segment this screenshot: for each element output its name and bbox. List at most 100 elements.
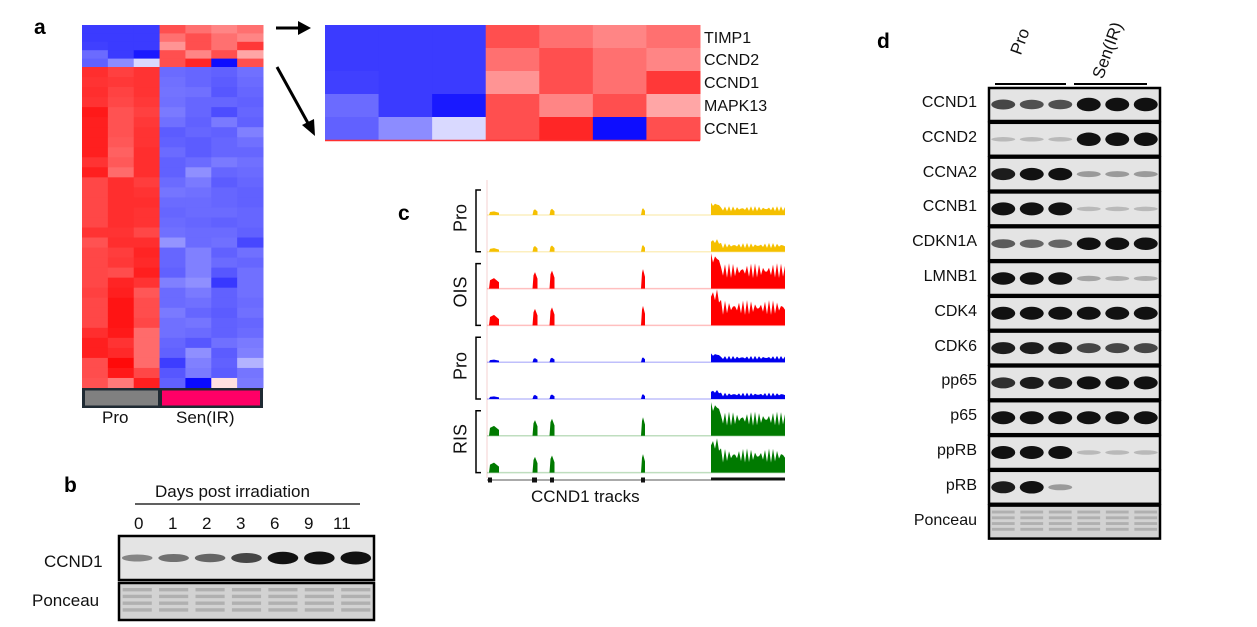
- heatmap-cell: [159, 33, 186, 43]
- heatmap-cell: [107, 317, 135, 329]
- annotation-sen: [162, 390, 260, 406]
- heatmap-cell: [107, 67, 135, 78]
- ponceau-band: [231, 601, 262, 605]
- heatmap-cell: [107, 117, 135, 128]
- blot-band: [991, 168, 1016, 181]
- heatmap-cell: [133, 97, 161, 108]
- heatmap-cell: [211, 58, 238, 68]
- ponceau-band: [341, 601, 371, 605]
- heatmap-cell: [133, 41, 161, 51]
- blot-band: [340, 551, 372, 565]
- heatmap-cell: [159, 337, 186, 349]
- ponceau-band: [122, 588, 152, 592]
- heatmap-cell: [211, 267, 238, 279]
- ponceau-band: [195, 601, 225, 605]
- heatmap-cell: [107, 207, 135, 218]
- ponceau-band: [1077, 522, 1101, 525]
- blot-label: CCNB1: [922, 198, 977, 216]
- heatmap-cell: [185, 58, 212, 68]
- blot-label: CDK4: [934, 302, 977, 320]
- heatmap-cell: [159, 187, 186, 198]
- heatmap-cell: [211, 50, 238, 60]
- heatmap-cell: [159, 127, 186, 138]
- heatmap-cell: [107, 257, 135, 269]
- ponceau-band: [1077, 527, 1101, 531]
- track-group-bracket: [475, 336, 481, 400]
- heatmap-cell: [159, 50, 186, 60]
- blot-band: [1048, 239, 1073, 248]
- heatmap-cell: [82, 337, 109, 349]
- zoom-heatmap-cell: [646, 48, 701, 72]
- ccnd1-blot: [987, 86, 1162, 123]
- blot-label-ponceau: Ponceau: [32, 591, 100, 610]
- blot-label: Ponceau: [913, 511, 977, 529]
- blot-band: [1019, 481, 1044, 494]
- heatmap-cell: [159, 41, 186, 51]
- heatmap-cell: [185, 147, 212, 158]
- blot-band: [304, 551, 335, 565]
- blot-band: [1105, 343, 1130, 354]
- heatmap-cell: [82, 207, 109, 218]
- blot-band: [1133, 306, 1158, 320]
- zoom-heatmap-cell: [378, 117, 433, 141]
- zoom-heatmap-cell: [325, 25, 380, 49]
- track-signal: [489, 289, 785, 326]
- heatmap-cell: [82, 41, 109, 51]
- blot-band: [1048, 411, 1073, 425]
- panel-b-label: b: [64, 474, 77, 497]
- blot-band: [1133, 411, 1158, 425]
- ponceau-band: [1077, 516, 1101, 520]
- ponceau-band: [1134, 522, 1158, 525]
- blot-band: [1019, 272, 1044, 285]
- heatmap-cell: [237, 237, 264, 249]
- heatmap-cell: [185, 317, 212, 329]
- ponceau-band: [1134, 510, 1158, 514]
- heatmap-cell: [185, 297, 212, 309]
- ponceau-band: [195, 588, 225, 592]
- heatmap-cell: [133, 177, 161, 188]
- zoom-heatmap-cell: [485, 48, 540, 72]
- heatmap-cell: [185, 247, 212, 259]
- heatmap-cell: [133, 287, 161, 299]
- heatmap-cell: [211, 187, 238, 198]
- heatmap-cell: [237, 227, 264, 239]
- ponceau-band: [231, 588, 262, 592]
- heatmap-cell: [82, 127, 109, 138]
- heatmap-cell: [211, 207, 238, 218]
- heatmap-cell: [107, 107, 135, 118]
- prb-blot: [987, 469, 1162, 506]
- heatmap-cell: [185, 227, 212, 239]
- pprb-blot: [987, 434, 1162, 471]
- ponceau-band: [1020, 516, 1044, 520]
- blot-band: [1133, 97, 1158, 112]
- heatmap-cell: [82, 50, 109, 60]
- heatmap-cell: [237, 337, 264, 349]
- heatmap-cell: [237, 307, 264, 319]
- ponceau-band: [268, 588, 298, 592]
- heatmap-cell: [211, 367, 238, 379]
- heatmap-cell: [185, 327, 212, 339]
- heatmap-cell: [107, 187, 135, 198]
- blot-band: [1133, 276, 1158, 281]
- zoom-heatmap-cell: [646, 71, 701, 95]
- heatmap-cell: [107, 377, 135, 389]
- heatmap-cell: [211, 277, 238, 289]
- heatmap-cell: [237, 25, 264, 34]
- ponceau-band: [1105, 510, 1129, 514]
- heatmap-cell: [133, 227, 161, 239]
- heatmap-cell: [185, 33, 212, 43]
- heatmap-cell: [82, 357, 109, 369]
- heatmap-cell: [159, 25, 186, 34]
- heatmap-cell: [133, 347, 161, 359]
- track-signal: [489, 239, 785, 252]
- heatmap-cell: [211, 227, 238, 239]
- gene-exon: [488, 477, 492, 483]
- blot-band: [1105, 411, 1130, 425]
- blot-band: [1105, 450, 1130, 455]
- heatmap-cell: [107, 247, 135, 259]
- heatmap-cell: [82, 167, 109, 178]
- heatmap-cell: [133, 50, 161, 60]
- gene-exon: [550, 477, 554, 483]
- track-group-bracket: [475, 189, 481, 253]
- blot-band: [991, 377, 1016, 389]
